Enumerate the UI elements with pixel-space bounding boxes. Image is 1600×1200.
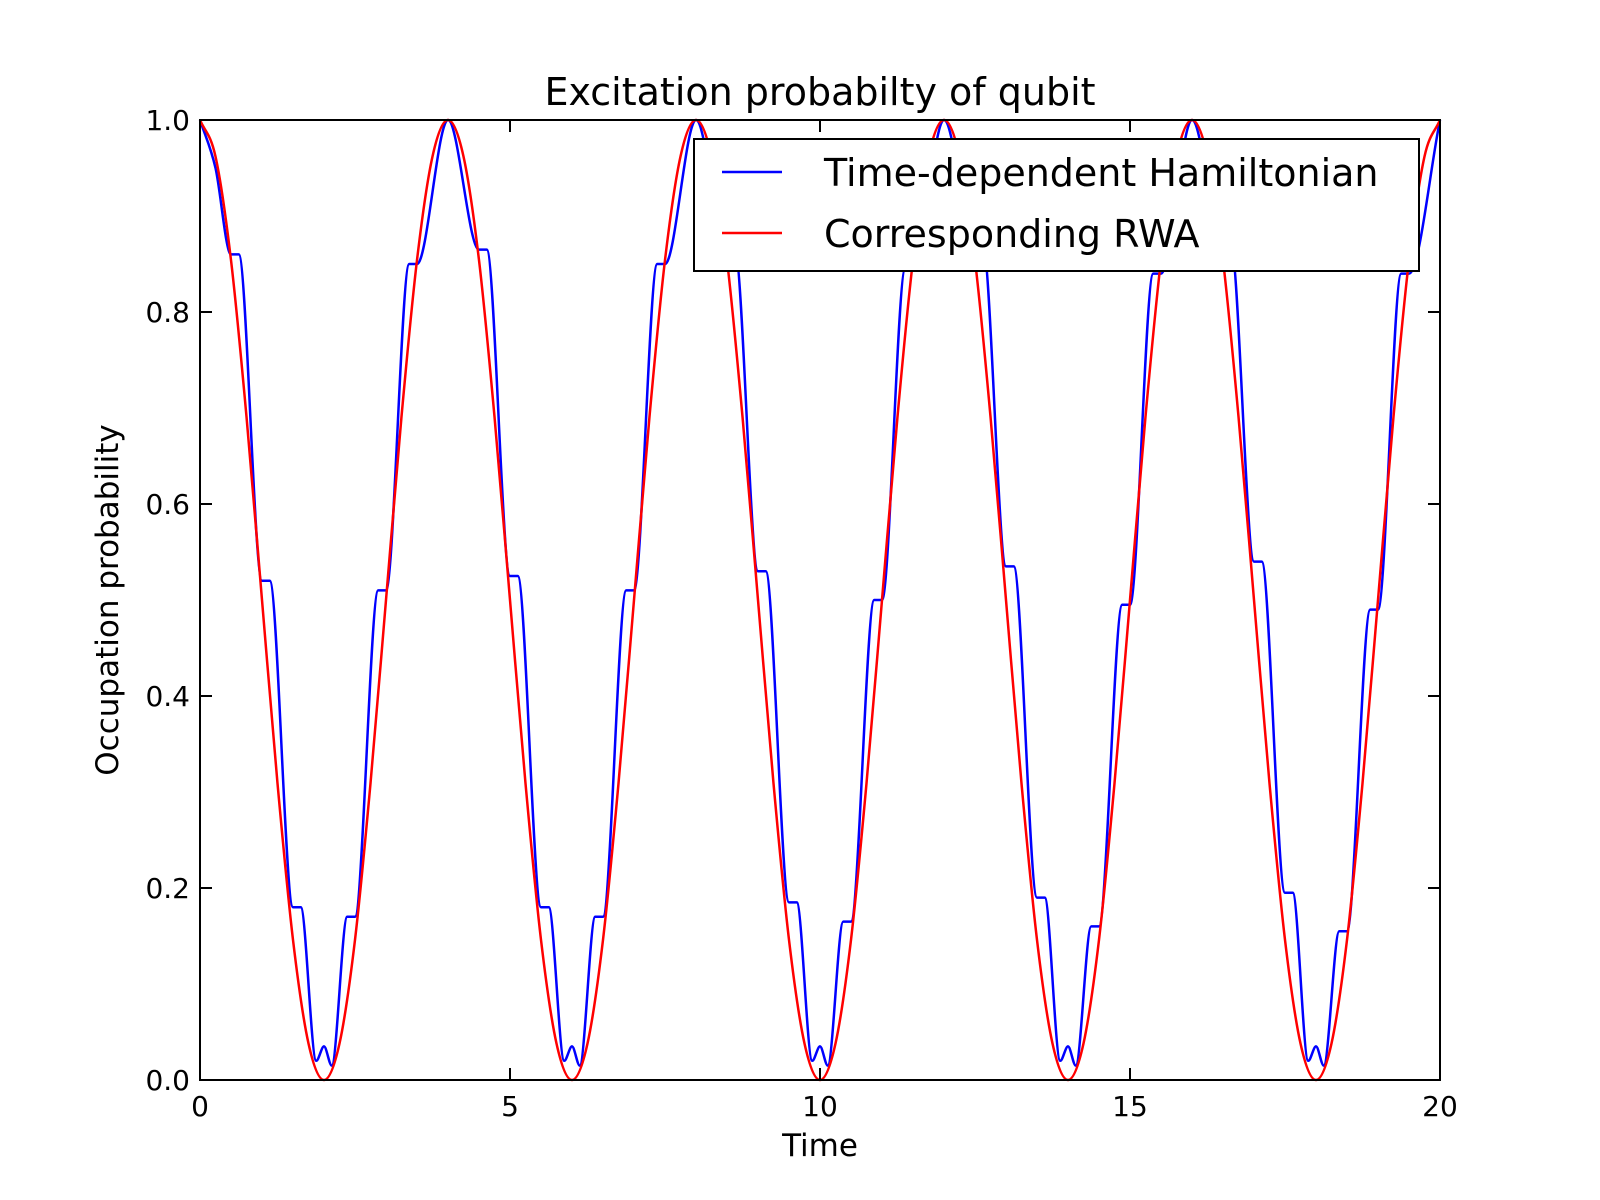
- y-tick-label: 0.8: [145, 296, 190, 329]
- x-tick-label: 15: [1112, 1090, 1148, 1123]
- x-tick-label: 20: [1422, 1090, 1458, 1123]
- y-tick-label: 0.2: [145, 872, 190, 905]
- y-tick-label: 1.0: [145, 104, 190, 137]
- x-tick-label: 5: [501, 1090, 519, 1123]
- legend-label-time-dependent-hamiltonian: Time-dependent Hamiltonian: [823, 151, 1379, 195]
- x-axis-label: Time: [781, 1128, 858, 1164]
- x-tick-label: 0: [191, 1090, 209, 1123]
- y-tick-label: 0.6: [145, 488, 190, 521]
- plot-frame: [199, 119, 1441, 1081]
- chart-title: Excitation probabilty of qubit: [544, 70, 1095, 114]
- y-tick-label: 0.4: [145, 680, 190, 713]
- legend: Time-dependent Hamiltonian Corresponding…: [693, 138, 1420, 272]
- legend-label-corresponding-rwa: Corresponding RWA: [824, 212, 1199, 256]
- y-tick-label: 0.0: [145, 1064, 190, 1097]
- x-tick-label: 10: [802, 1090, 838, 1123]
- y-axis-label: Occupation probability: [90, 424, 126, 775]
- ticks-layer: 0 5 10 15 20 0.0 0.2 0.4 0.6 0.8 1.0: [145, 104, 1457, 1123]
- legend-box: [693, 138, 1420, 272]
